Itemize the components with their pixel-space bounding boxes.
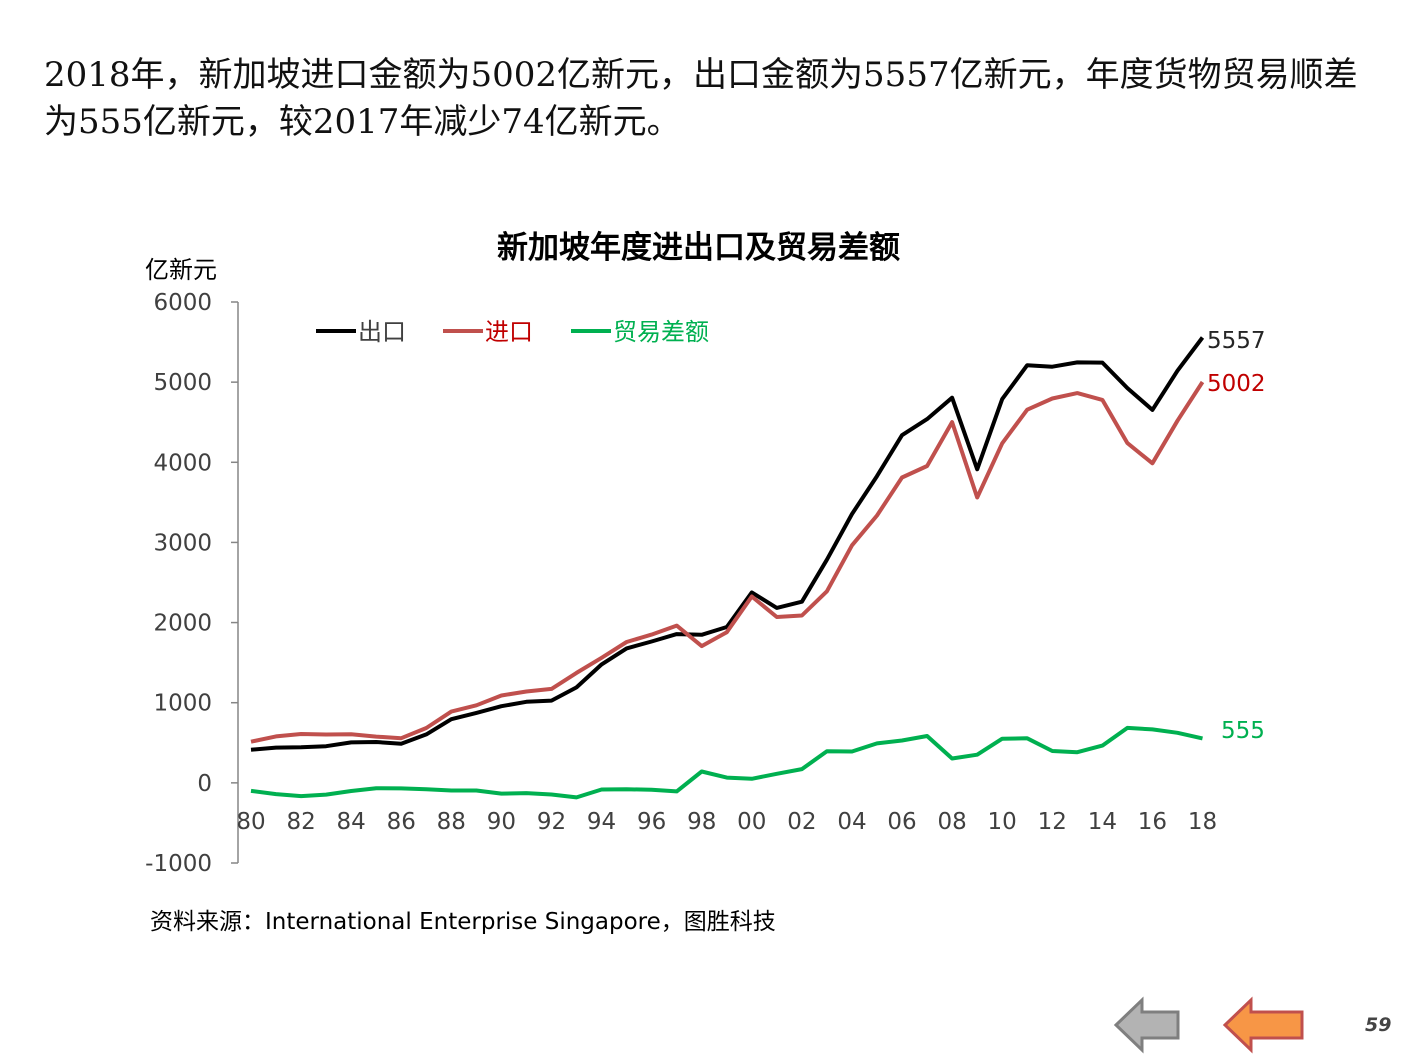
x-tick-label: 08	[937, 809, 966, 835]
y-tick-label: -1000	[145, 851, 212, 877]
x-tick-label: 00	[737, 809, 766, 835]
page-number: 59	[1365, 1014, 1392, 1036]
x-tick-label: 86	[387, 809, 416, 835]
x-tick-label: 98	[687, 809, 716, 835]
x-tick-label: 80	[236, 809, 265, 835]
series-line-balance	[250, 725, 1203, 800]
x-tick-label: 84	[337, 809, 366, 835]
x-tick-label: 02	[787, 809, 816, 835]
legend-label: 进口	[485, 318, 533, 346]
x-tick-label: 94	[587, 809, 616, 835]
x-tick-label: 12	[1038, 809, 1067, 835]
arrow-left-gray-icon	[1113, 996, 1180, 1054]
end-label: 5002	[1207, 371, 1266, 397]
y-tick-label: 1000	[153, 691, 212, 717]
y-tick-label: 5000	[153, 370, 212, 396]
series-line-import	[250, 380, 1205, 744]
x-tick-label: 90	[487, 809, 516, 835]
legend-label: 出口	[358, 318, 406, 346]
x-tick-label: 18	[1188, 809, 1217, 835]
y-tick-label: 2000	[153, 611, 212, 637]
x-tick-label: 92	[537, 809, 566, 835]
x-tick-label: 04	[837, 809, 866, 835]
arrow-left-orange-icon	[1222, 996, 1304, 1054]
back-arrow-button[interactable]	[1112, 996, 1184, 1054]
y-tick-label: 4000	[153, 450, 212, 476]
x-tick-label: 14	[1088, 809, 1117, 835]
end-label: 555	[1221, 718, 1265, 744]
intro-paragraph: 2018年，新加坡进口金额为5002亿新元，出口金额为5557亿新元，年度货物贸…	[44, 55, 1358, 142]
x-tick-label: 82	[286, 809, 315, 835]
x-tick-label: 88	[437, 809, 466, 835]
series-line-export	[250, 336, 1205, 752]
y-tick-label: 6000	[153, 290, 212, 316]
source-note: 资料来源：International Enterprise Singapore，…	[150, 909, 776, 935]
x-tick-label: 96	[637, 809, 666, 835]
x-tick-label: 06	[887, 809, 916, 835]
legend-label: 贸易差额	[613, 318, 709, 346]
x-tick-label: 10	[988, 809, 1017, 835]
end-label: 5557	[1207, 328, 1266, 354]
chart-title: 新加坡年度进出口及贸易差额	[0, 222, 1411, 267]
forward-arrow-button[interactable]	[1220, 996, 1310, 1054]
chart-title-text: 新加坡年度进出口及贸易差额	[497, 230, 900, 266]
y-axis-unit-label: 亿新元	[145, 256, 217, 284]
x-tick-label: 16	[1138, 809, 1167, 835]
y-tick-label: 0	[197, 771, 212, 797]
y-tick-label: 3000	[153, 530, 212, 556]
